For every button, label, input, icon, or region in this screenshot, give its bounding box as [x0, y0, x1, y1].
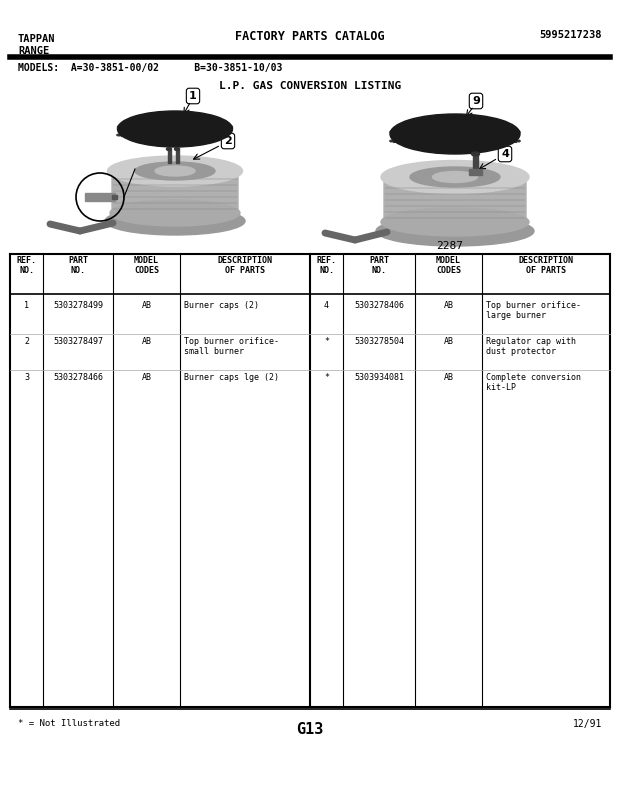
Text: G13: G13 [296, 722, 324, 737]
Text: 12/91: 12/91 [573, 719, 602, 729]
Ellipse shape [118, 121, 232, 133]
Text: TAPPAN
RANGE: TAPPAN RANGE [18, 34, 56, 55]
Text: 5303278497: 5303278497 [53, 337, 103, 346]
Bar [469, 169, 482, 175]
Text: Complete conversion
kit-LP: Complete conversion kit-LP [486, 373, 581, 392]
Ellipse shape [390, 114, 520, 154]
Ellipse shape [174, 148, 180, 151]
Text: Top burner orifice-
small burner: Top burner orifice- small burner [184, 337, 279, 357]
Text: 1: 1 [189, 91, 197, 101]
Ellipse shape [105, 207, 245, 235]
Text: REF.
NO.: REF. NO. [316, 256, 337, 275]
Text: AB: AB [443, 301, 453, 310]
Bar [167, 149, 170, 163]
Text: *: * [324, 337, 329, 346]
Text: 5303278466: 5303278466 [53, 373, 103, 382]
Text: FACTORY PARTS CATALOG: FACTORY PARTS CATALOG [235, 30, 385, 43]
Ellipse shape [410, 167, 500, 187]
Text: 4: 4 [324, 301, 329, 310]
Ellipse shape [381, 208, 529, 236]
Ellipse shape [381, 160, 529, 193]
Text: L.P. GAS CONVERSION LISTING: L.P. GAS CONVERSION LISTING [219, 81, 401, 91]
Text: Burner caps lge (2): Burner caps lge (2) [184, 373, 279, 382]
Text: MODEL
CODES: MODEL CODES [436, 256, 461, 275]
FancyBboxPatch shape [112, 175, 238, 214]
Ellipse shape [135, 162, 215, 180]
Ellipse shape [433, 171, 477, 182]
Text: 4: 4 [501, 149, 509, 159]
Ellipse shape [107, 156, 242, 186]
Bar [85, 193, 115, 201]
Text: AB: AB [443, 337, 453, 346]
Text: AB: AB [141, 337, 151, 346]
Bar [473, 154, 478, 172]
Text: Regulator cap with
dust protector: Regulator cap with dust protector [486, 337, 576, 357]
Ellipse shape [167, 148, 172, 151]
Text: DESCRIPTION
OF PARTS: DESCRIPTION OF PARTS [518, 256, 574, 275]
Text: REF.
NO.: REF. NO. [17, 256, 37, 275]
Text: 5995217238: 5995217238 [539, 30, 602, 40]
Text: 9: 9 [472, 96, 480, 106]
Bar [112, 195, 117, 199]
Ellipse shape [390, 125, 520, 139]
Text: 3: 3 [24, 373, 29, 382]
Ellipse shape [471, 152, 479, 156]
Text: AB: AB [443, 373, 453, 382]
Ellipse shape [118, 111, 232, 147]
Text: PART
NO.: PART NO. [369, 256, 389, 275]
Ellipse shape [155, 166, 195, 176]
Ellipse shape [110, 200, 240, 226]
Text: *: * [324, 373, 329, 382]
FancyBboxPatch shape [384, 181, 526, 223]
Text: 1: 1 [24, 301, 29, 310]
Text: MODEL
CODES: MODEL CODES [134, 256, 159, 275]
Text: Burner caps (2): Burner caps (2) [184, 301, 259, 310]
Text: 5303278504: 5303278504 [354, 337, 404, 346]
Text: 2: 2 [224, 136, 232, 146]
Text: * = Not Illustrated: * = Not Illustrated [18, 719, 120, 728]
Text: 5303278406: 5303278406 [354, 301, 404, 310]
Text: AB: AB [141, 373, 151, 382]
Text: 5303934081: 5303934081 [354, 373, 404, 382]
Text: 2287: 2287 [436, 241, 464, 251]
Text: AB: AB [141, 301, 151, 310]
Text: 5303278499: 5303278499 [53, 301, 103, 310]
Text: PART
NO.: PART NO. [68, 256, 88, 275]
Text: MODELS:  A=30-3851-00/02      B=30-3851-10/03: MODELS: A=30-3851-00/02 B=30-3851-10/03 [18, 63, 282, 73]
Bar [175, 149, 179, 163]
Text: 2: 2 [24, 337, 29, 346]
Text: Top burner orifice-
large burner: Top burner orifice- large burner [486, 301, 581, 320]
Text: DESCRIPTION
OF PARTS: DESCRIPTION OF PARTS [218, 256, 273, 275]
Ellipse shape [376, 216, 534, 246]
